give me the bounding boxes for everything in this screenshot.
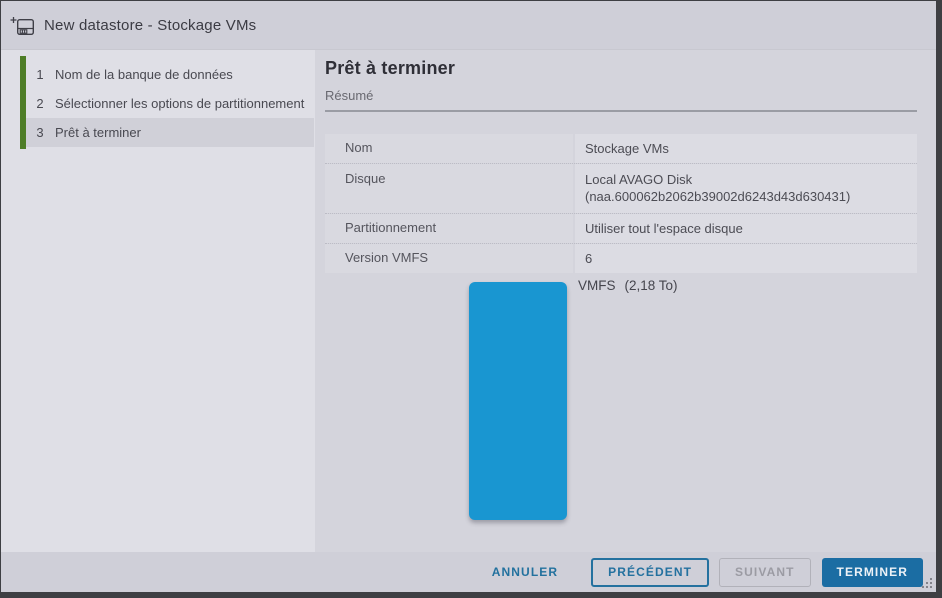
row-label: Disque bbox=[325, 164, 573, 213]
page-title: Prêt à terminer bbox=[325, 58, 456, 78]
previous-button[interactable]: PRÉCÉDENT bbox=[591, 557, 710, 587]
cancel-button[interactable]: ANNULER bbox=[482, 558, 568, 587]
partition-type: VMFS bbox=[578, 278, 616, 293]
row-label: Version VMFS bbox=[325, 244, 573, 273]
step-label: Prêt à terminer bbox=[55, 125, 141, 140]
step-number: 2 bbox=[36, 96, 44, 111]
section-divider bbox=[325, 110, 917, 112]
step-number: 1 bbox=[36, 67, 44, 82]
resize-grip[interactable] bbox=[921, 577, 934, 590]
dialog-titlebar: New datastore - Stockage VMs bbox=[1, 1, 936, 50]
row-value: 6 bbox=[575, 244, 917, 273]
row-value: Stockage VMs bbox=[575, 134, 917, 163]
step-label: Nom de la banque de données bbox=[55, 67, 233, 82]
dialog-title: New datastore - Stockage VMs bbox=[44, 16, 257, 34]
row-value: Utiliser tout l'espace disque bbox=[575, 214, 917, 243]
step-label: Sélectionner les options de partitionnem… bbox=[55, 96, 305, 111]
dialog-footer: ANNULER PRÉCÉDENT SUIVANT TERMINER bbox=[1, 552, 936, 592]
summary-row-nom: Nom Stockage VMs bbox=[325, 134, 917, 164]
finish-button[interactable]: TERMINER bbox=[821, 557, 923, 587]
step-3-pret-a-terminer[interactable]: 3 Prêt à terminer bbox=[26, 118, 314, 147]
datastore-add-icon bbox=[10, 16, 36, 37]
vmfs-partition-label: VMFS (2,18 To) bbox=[578, 278, 678, 293]
step-1-nom-banque[interactable]: 1 Nom de la banque de données bbox=[26, 60, 314, 89]
row-label: Nom bbox=[325, 134, 573, 163]
summary-table: Nom Stockage VMs Disque Local AVAGO Disk… bbox=[325, 134, 917, 273]
wizard-steps-sidebar: 1 Nom de la banque de données 2 Sélectio… bbox=[1, 50, 315, 552]
partition-size: (2,18 To) bbox=[624, 278, 678, 293]
step-2-options-partitionnement[interactable]: 2 Sélectionner les options de partitionn… bbox=[26, 89, 314, 118]
row-value: Local AVAGO Disk (naa.600062b2062b39002d… bbox=[575, 164, 917, 213]
ready-to-complete-panel: Prêt à terminer Résumé Nom Stockage VMs … bbox=[315, 50, 936, 552]
summary-row-disque: Disque Local AVAGO Disk (naa.600062b2062… bbox=[325, 164, 917, 214]
steps-progress-bar bbox=[20, 56, 26, 149]
row-label: Partitionnement bbox=[325, 214, 573, 243]
summary-row-version-vmfs: Version VMFS 6 bbox=[325, 244, 917, 273]
vmfs-partition-bar bbox=[469, 282, 567, 520]
summary-row-partitionnement: Partitionnement Utiliser tout l'espace d… bbox=[325, 214, 917, 244]
next-button: SUIVANT bbox=[719, 557, 811, 587]
step-number: 3 bbox=[36, 125, 44, 140]
summary-subtitle: Résumé bbox=[325, 88, 374, 103]
